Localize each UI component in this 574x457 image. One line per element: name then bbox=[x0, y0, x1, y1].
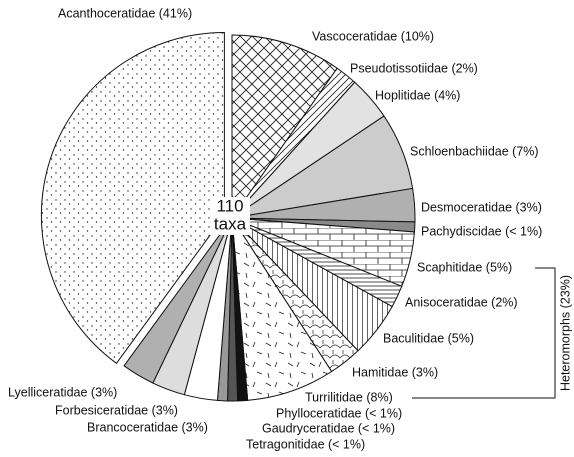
center-text: 110 bbox=[216, 196, 243, 215]
slice-label: Vascoceratidae (10%) bbox=[312, 29, 434, 43]
slice-label: Anisoceratidae (2%) bbox=[405, 295, 518, 309]
slice-label: Acanthoceratidae (41%) bbox=[58, 6, 192, 20]
slice-label: Brancoceratidae (3%) bbox=[87, 420, 208, 434]
pie-slice bbox=[231, 34, 338, 220]
slice-label: Pseudotissotiidae (2%) bbox=[350, 61, 478, 75]
slice-label: Hamitidae (3%) bbox=[352, 365, 438, 379]
slice-label: Lyelliceratidae (3%) bbox=[8, 385, 117, 399]
slice-label: Forbesiceratidae (3%) bbox=[55, 403, 178, 417]
center-text: taxa bbox=[214, 214, 247, 233]
slice-label: Baculitidae (5%) bbox=[383, 331, 474, 345]
slice-label: Desmoceratidae (3%) bbox=[421, 200, 542, 214]
slice-label: Turrilitidae (8%) bbox=[305, 390, 393, 404]
slice-label: Schloenbachiidae (7%) bbox=[410, 144, 539, 158]
center-backdrop bbox=[210, 197, 250, 235]
annotation: Heteromorphs (23%) bbox=[558, 275, 572, 391]
slice-label: Scaphitidae (5%) bbox=[417, 260, 512, 274]
bracket bbox=[412, 267, 556, 399]
slice-label: Tetragonitidae (< 1%) bbox=[246, 437, 365, 451]
slice-label: Hoplitidae (4%) bbox=[375, 88, 460, 102]
slice-label: Pachydiscidae (< 1%) bbox=[421, 224, 542, 238]
slice-label: Gaudryceratidae (< 1%) bbox=[262, 421, 395, 435]
slice-label: Phylloceratidae (< 1%) bbox=[276, 406, 402, 420]
pie-slice bbox=[40, 32, 225, 365]
pie-slice bbox=[123, 217, 233, 384]
